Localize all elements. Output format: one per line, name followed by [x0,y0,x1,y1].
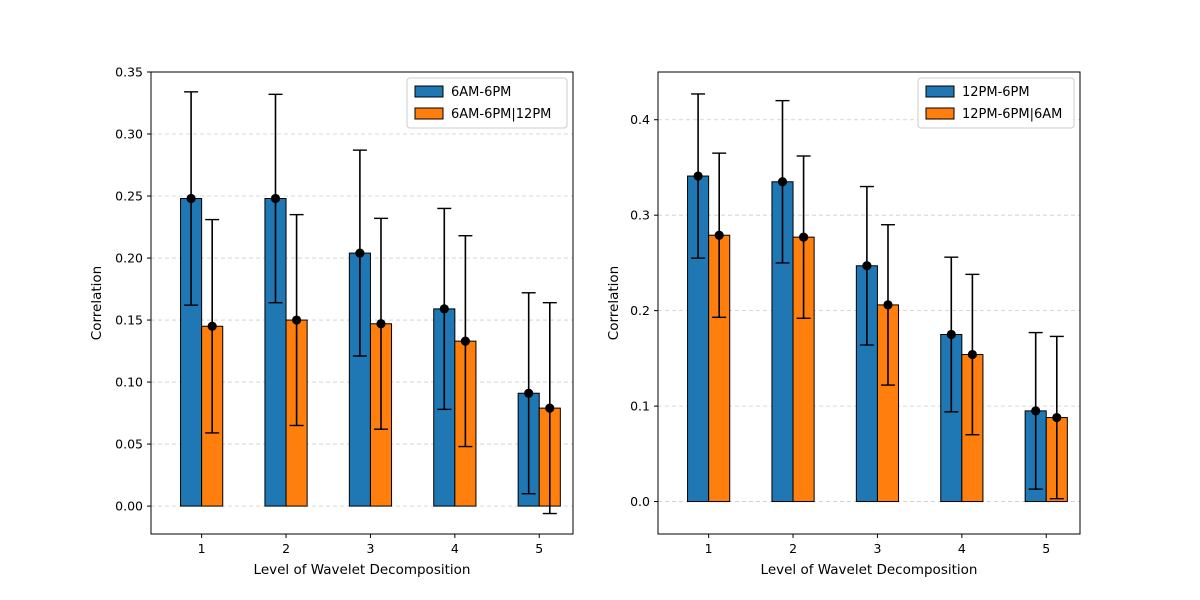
x-tick-label: 1 [198,541,206,556]
y-tick-label: 0.2 [630,303,650,318]
legend-swatch [925,107,955,120]
data-point [439,304,449,314]
x-tick-label: 4 [451,541,459,556]
x-tick-label: 5 [535,541,543,556]
data-point [777,177,788,187]
x-tick-label: 4 [958,541,966,556]
data-point [1031,406,1041,416]
x-axis-label: Level of Wavelet Decomposition [761,562,978,578]
legend-label: 12PM-6PM [962,85,1030,100]
y-axis-label: Correlation [89,266,105,340]
x-tick-label: 1 [705,541,713,556]
legend: 6AM-6PM 6AM-6PM|12PM [406,77,568,129]
y-tick-label: 0.30 [115,126,143,141]
data-point [207,321,217,331]
data-point [883,300,893,310]
data-point [186,193,196,204]
y-tick-label: 0.3 [630,207,650,222]
x-axis: 1 2 3 4 5 [705,534,1050,556]
y-tick-label: 0.00 [115,498,143,513]
data-point [270,193,281,204]
legend-swatch [925,85,955,98]
y-tick-label: 0.10 [115,374,143,389]
errorbars-2 [205,213,557,515]
y-tick-label: 0.05 [115,436,143,451]
legend: 12PM-6PM 12PM-6PM|6AM [917,77,1075,129]
axes-frame [657,71,1081,535]
series-2 [708,234,1068,503]
x-tick-label: 2 [789,541,797,556]
y-tick-label: 0.0 [630,494,650,509]
data-point [460,336,470,346]
legend-label: 12PM-6PM|6AM [962,107,1062,122]
data-point [693,171,703,181]
data-point [524,388,534,398]
data-point [376,319,386,329]
legend-swatch [414,85,444,98]
y-tick-label: 0.15 [115,312,143,327]
legend-label: 6AM-6PM [451,85,511,100]
y-tick-label: 0.35 [115,64,143,79]
y-axis-label: Correlation [606,266,622,340]
y-tick-label: 0.4 [630,112,650,127]
x-tick-label: 3 [873,541,881,556]
legend-swatch [414,107,444,120]
data-point [714,230,724,240]
errorbars-1 [691,93,1043,490]
data-point [1052,412,1062,423]
data-point [946,329,956,340]
legend-label: 6AM-6PM|12PM [451,107,551,122]
legend-box [917,77,1075,129]
data-point [798,232,809,242]
x-tick-label: 5 [1042,541,1050,556]
y-tick-label: 0.1 [630,398,650,413]
x-tick-label: 2 [282,541,290,556]
data-point [291,315,302,325]
data-point [862,261,872,271]
errorbars-2 [712,152,1064,500]
y-axis: 0.0 0.1 0.2 0.3 0.4 [630,112,658,509]
axes-frame [150,71,574,535]
data-point [355,248,365,258]
x-axis-label: Level of Wavelet Decomposition [254,562,471,578]
chart-panel-2: 0.0 0.1 0.2 0.3 0.4 1 2 3 4 5 Level of Wavelet Dec… [606,71,1081,578]
data-point [967,349,977,360]
x-axis: 1 2 3 4 5 [198,534,543,556]
series-1 [180,198,540,507]
y-tick-label: 0.25 [115,188,143,203]
y-axis: 0.00 0.05 0.10 0.15 0.20 0.25 0.30 0.35 [115,64,151,513]
y-tick-label: 0.20 [115,250,143,265]
data-point [545,403,555,413]
errorbars-1 [184,91,536,495]
chart-panel-1: 0.00 0.05 0.10 0.15 0.20 0.25 0.30 0.35 1 2 3 4 5 Lev… [89,64,574,578]
legend-box [406,77,568,129]
x-tick-label: 3 [366,541,374,556]
